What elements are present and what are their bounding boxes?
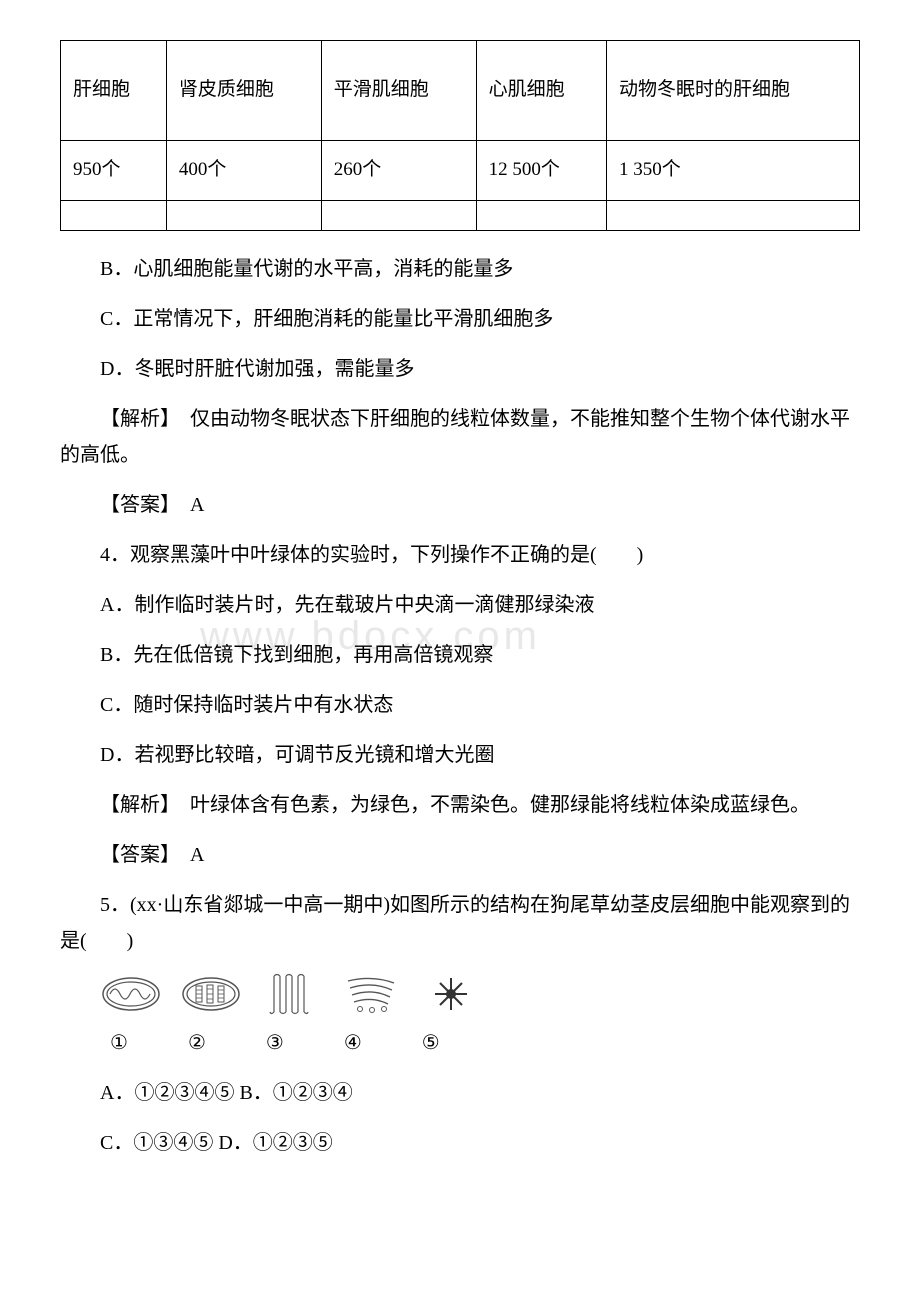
centriole-icon (420, 973, 482, 1015)
q4-option-b: B．先在低倍镜下找到细胞，再用高倍镜观察 (60, 637, 860, 673)
table-header-cell: 心肌细胞 (476, 41, 606, 141)
table-header-cell: 平滑肌细胞 (321, 41, 476, 141)
label-2: ② (188, 1025, 206, 1061)
label-4: ④ (344, 1025, 362, 1061)
q4-option-c: C．随时保持临时装片中有水状态 (60, 687, 860, 723)
table-header-cell: 肝细胞 (61, 41, 167, 141)
table-empty-cell (476, 201, 606, 231)
table-row: 950个 400个 260个 12 500个 1 350个 (61, 141, 860, 201)
label-1: ① (110, 1025, 128, 1061)
organelle-labels-row: ① ② ③ ④ ⑤ (110, 1025, 860, 1061)
q3-answer: 【答案】 A (60, 487, 860, 523)
table-value-cell: 950个 (61, 141, 167, 201)
table-row (61, 201, 860, 231)
q4-option-a: A．制作临时装片时，先在载玻片中央滴一滴健那绿染液 (60, 587, 860, 623)
q5-options-ab: A．①②③④⑤ B．①②③④ (60, 1075, 860, 1111)
organelle-icons-row (100, 973, 860, 1015)
endoplasmic-reticulum-icon (260, 973, 322, 1015)
q4-answer: 【答案】 A (60, 837, 860, 873)
label-5: ⑤ (422, 1025, 440, 1061)
table-value-cell: 400个 (166, 141, 321, 201)
chloroplast-icon (180, 973, 242, 1015)
q3-explanation: 【解析】 仅由动物冬眠状态下肝细胞的线粒体数量，不能推知整个生物个体代谢水平的高… (60, 401, 860, 473)
golgi-apparatus-icon (340, 973, 402, 1015)
q5-stem: 5．(xx·山东省郯城一中高一期中)如图所示的结构在狗尾草幼茎皮层细胞中能观察到… (60, 887, 860, 959)
table-row: 肝细胞 肾皮质细胞 平滑肌细胞 心肌细胞 动物冬眠时的肝细胞 (61, 41, 860, 141)
q4-option-d: D．若视野比较暗，可调节反光镜和增大光圈 (60, 737, 860, 773)
data-table: 肝细胞 肾皮质细胞 平滑肌细胞 心肌细胞 动物冬眠时的肝细胞 950个 400个… (60, 40, 860, 231)
table-header-cell: 肾皮质细胞 (166, 41, 321, 141)
mitochondria-icon (100, 973, 162, 1015)
table-value-cell: 260个 (321, 141, 476, 201)
q4-explanation: 【解析】 叶绿体含有色素，为绿色，不需染色。健那绿能将线粒体染成蓝绿色。 (60, 787, 860, 823)
q3-option-d: D．冬眠时肝脏代谢加强，需能量多 (60, 351, 860, 387)
q5-options-cd: C．①③④⑤ D．①②③⑤ (60, 1125, 860, 1161)
label-3: ③ (266, 1025, 284, 1061)
table-value-cell: 12 500个 (476, 141, 606, 201)
q4-stem: 4．观察黑藻叶中叶绿体的实验时，下列操作不正确的是( ) (60, 537, 860, 573)
table-empty-cell (166, 201, 321, 231)
table-empty-cell (61, 201, 167, 231)
q3-option-c: C．正常情况下，肝细胞消耗的能量比平滑肌细胞多 (60, 301, 860, 337)
q3-option-b: B．心肌细胞能量代谢的水平高，消耗的能量多 (60, 251, 860, 287)
table-value-cell: 1 350个 (606, 141, 859, 201)
table-empty-cell (321, 201, 476, 231)
table-empty-cell (606, 201, 859, 231)
table-header-cell: 动物冬眠时的肝细胞 (606, 41, 859, 141)
